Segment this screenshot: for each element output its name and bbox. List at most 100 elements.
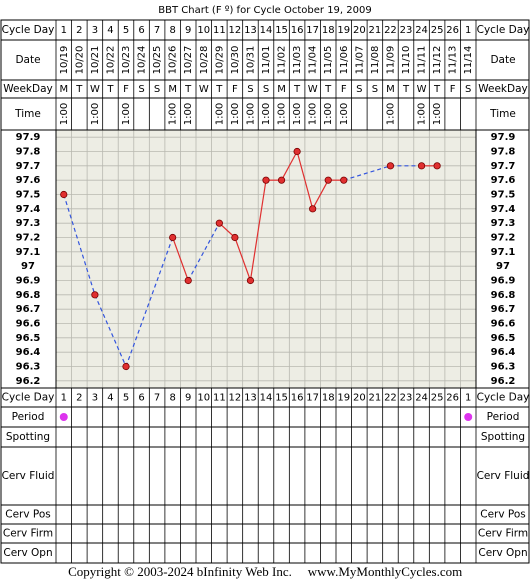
temp-point (60, 190, 68, 199)
date: 10/24 (137, 46, 148, 75)
cycle-day: 14 (260, 393, 273, 404)
cycle-day: 2 (76, 393, 82, 404)
weekday: F (341, 84, 347, 95)
cycle-day: 22 (384, 25, 397, 36)
temp-gap-line (125, 237, 174, 367)
date: 11/04 (308, 46, 319, 75)
cycle-day: 8 (169, 393, 175, 404)
site-url: www.MyMonthlyCycles.com (308, 564, 462, 579)
cycle-day: 7 (154, 25, 160, 36)
date: 10/21 (90, 46, 101, 75)
row-label: Cerv Pos (5, 509, 51, 521)
y-tick-label: 96.3 (491, 362, 516, 373)
time: 1:00 (432, 103, 443, 125)
date: 11/09 (385, 46, 396, 75)
weekday: M (386, 84, 395, 95)
weekday: S (465, 84, 471, 95)
row-frame (0, 523, 530, 544)
cycle-day: 26 (446, 393, 459, 404)
y-tick-label: 97.8 (491, 147, 516, 158)
cycle-day: 14 (260, 25, 273, 36)
cycle-day: 22 (384, 393, 397, 404)
cycle-day: 6 (138, 393, 144, 404)
period-dot (464, 413, 473, 421)
row-label: Period (487, 411, 520, 423)
weekday: S (247, 84, 253, 95)
temp-line (249, 180, 267, 281)
cycle-day: 4 (107, 393, 113, 404)
temp-gap-line (63, 194, 96, 296)
time: 1:00 (59, 103, 70, 125)
y-tick-label: 96.4 (16, 347, 41, 358)
y-tick-label: 97.7 (491, 161, 516, 172)
date: 11/07 (354, 46, 365, 75)
date: 10/31 (245, 46, 256, 75)
date: 11/14 (463, 46, 474, 75)
cycle-day: 17 (306, 25, 319, 36)
y-tick-label: 96.2 (491, 376, 516, 387)
cycle-day: 1 (465, 25, 471, 36)
row-label: Spotting (481, 431, 525, 443)
y-tick-label: 97.9 (16, 132, 41, 143)
weekday: S (263, 84, 269, 95)
y-tick-label: 97.6 (16, 175, 41, 186)
cycle-day: 1 (465, 393, 471, 404)
weekday: T (433, 84, 441, 95)
y-tick-label: 97 (496, 261, 510, 272)
date: 10/25 (152, 46, 163, 75)
time: 1:00 (277, 103, 288, 125)
weekday: M (277, 84, 286, 95)
temp-gap-line (187, 222, 220, 281)
y-tick-label: 97.4 (16, 204, 41, 215)
row-label: Cerv Pos (480, 509, 526, 521)
cycle-day: 11 (213, 25, 226, 36)
date: 10/22 (105, 46, 116, 75)
temp-point (169, 233, 177, 242)
cycle-day: 21 (369, 393, 382, 404)
temp-point (184, 276, 192, 285)
weekday: T (293, 84, 301, 95)
time: 1:00 (183, 103, 194, 125)
temp-point (417, 162, 426, 170)
row-frame (0, 406, 530, 428)
weekday: T (215, 84, 223, 95)
row-label: Period (12, 411, 45, 423)
cycle-day: 1 (61, 25, 67, 36)
cycle-day: 23 (400, 393, 413, 404)
y-tick-label: 96.8 (16, 290, 41, 301)
row-label: Cerv Fluid (2, 470, 55, 482)
cycle-day: 3 (92, 393, 98, 404)
temp-point (433, 162, 441, 170)
weekday: T (324, 84, 332, 95)
cycle-day: 9 (185, 393, 191, 404)
cycle-day: 12 (229, 393, 242, 404)
cycle-day: 2 (76, 25, 82, 36)
y-tick-label: 97.9 (491, 132, 516, 143)
cycle-day: 3 (92, 25, 98, 36)
row-frame (0, 426, 530, 448)
cycle-day: 4 (107, 25, 113, 36)
row-label: Cerv Opn (478, 547, 527, 559)
row-label: Cycle Day (2, 24, 55, 36)
date: 11/12 (432, 46, 443, 75)
y-tick-label: 97.2 (16, 233, 41, 244)
weekday: S (138, 84, 144, 95)
temp-gap-line (343, 165, 391, 181)
cycle-day: 10 (197, 25, 210, 36)
cycle-day: 10 (197, 393, 210, 404)
temp-point (293, 147, 301, 156)
time: 1:00 (245, 103, 256, 125)
date: 11/05 (323, 46, 334, 75)
cycle-day: 13 (244, 25, 257, 36)
copyright: Copyright © 2003-2024 bInfinity Web Inc. (68, 564, 292, 579)
row-label: Date (490, 54, 515, 66)
time: 1:00 (385, 103, 396, 125)
cycle-day: 25 (431, 393, 444, 404)
cycle-day: 11 (213, 393, 226, 404)
date: 11/08 (370, 46, 381, 75)
y-tick-label: 97.1 (16, 247, 41, 258)
cycle-day: 19 (337, 393, 350, 404)
weekday: S (372, 84, 378, 95)
y-tick-label: 97.3 (16, 218, 41, 229)
